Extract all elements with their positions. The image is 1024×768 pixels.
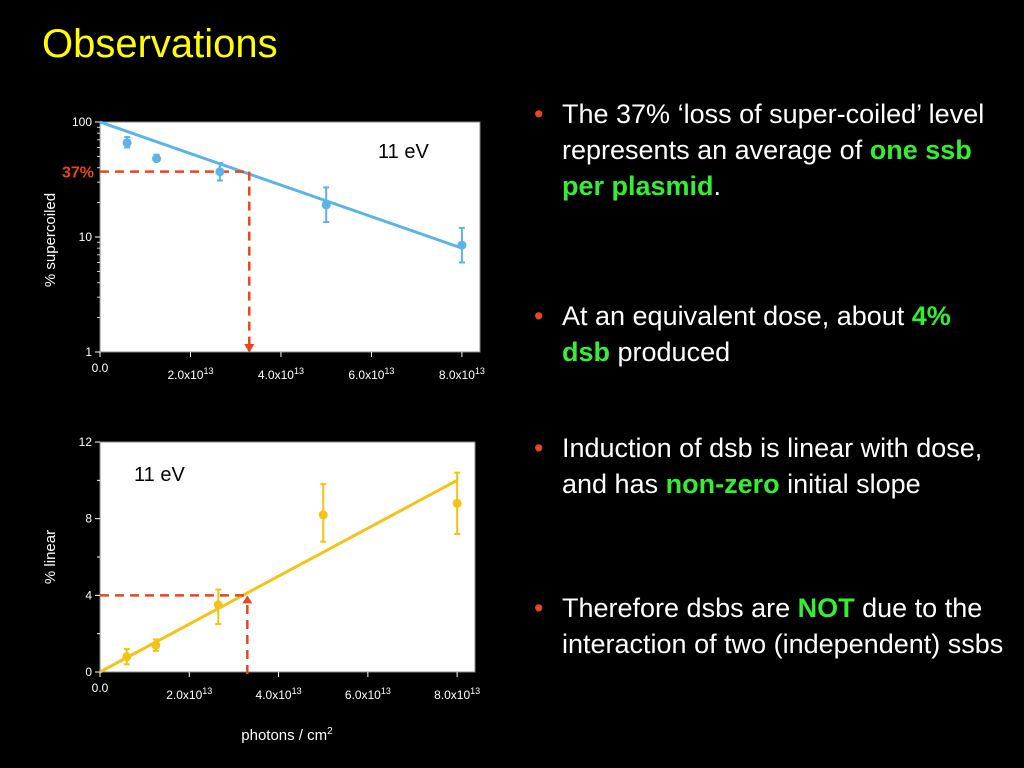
x-tick-label: 6.0x1013 — [345, 686, 391, 702]
bullet-item: • Therefore dsbs are NOT due to the inter… — [534, 590, 1004, 662]
plot-area — [99, 441, 476, 673]
data-point — [122, 138, 132, 148]
bullet-text-part: Therefore dsbs are — [562, 593, 798, 623]
y-tick-label: 100 — [72, 115, 92, 129]
bullet-dot-icon: • — [534, 99, 544, 129]
data-point — [122, 652, 132, 662]
fit-line — [99, 479, 458, 674]
energy-annotation: 11 eV — [378, 141, 429, 163]
x-tick-label: 8.0x1013 — [439, 366, 485, 382]
x-tick-exponent: 13 — [202, 686, 212, 696]
fit-line — [99, 120, 463, 250]
x-tick-label: 0.0 — [92, 681, 109, 695]
data-point — [457, 240, 467, 250]
bullet-text-part: Induction of dsb is linear with dose, an… — [562, 433, 983, 499]
bullet-item: • The 37% ‘loss of super-coiled’ level re… — [534, 96, 1004, 204]
data-point — [318, 510, 328, 520]
x-tick-exponent: 13 — [292, 686, 302, 696]
data-point — [321, 200, 331, 210]
y-axis-label: % linear — [42, 530, 59, 584]
bullet-item: • At an equivalent dose, about 4% dsb pro… — [534, 298, 1004, 370]
bullet-text-part: due to the interaction of two (independe… — [562, 593, 1004, 659]
y-tick-label: 1 — [85, 345, 92, 359]
x-tick-exponent: 13 — [470, 686, 480, 696]
highlight-text: NOT — [797, 593, 855, 623]
bullet-text: Induction of dsb is linear with dose, an… — [562, 433, 982, 499]
x-tick-label: 8.0x1013 — [434, 686, 480, 702]
bullet-text-part: produced — [610, 337, 731, 367]
slide-title: Observations — [42, 22, 278, 66]
bullet-text-part: . — [713, 171, 722, 201]
y-tick-label: 12 — [79, 435, 93, 449]
x-tick-label: 4.0x1013 — [256, 686, 302, 702]
bullet-text: The 37% ‘loss of super-coiled’ level rep… — [562, 99, 984, 201]
x-tick-label: 2.0x1013 — [166, 686, 212, 702]
data-point — [215, 167, 225, 177]
bullet-text-part: At an equivalent dose, about — [562, 301, 912, 331]
x-tick-exponent: 13 — [203, 366, 213, 376]
x-tick-exponent: 13 — [294, 366, 304, 376]
y-tick-label: 8 — [85, 512, 92, 526]
threshold-label: 37% — [62, 165, 94, 182]
highlight-text: non-zero — [665, 469, 780, 499]
guide-arrow-icon — [242, 595, 253, 604]
highlight-text: 4% dsb — [562, 301, 951, 367]
x-tick-exponent: 13 — [381, 686, 391, 696]
x-axis-label: photons / cm2 — [241, 726, 333, 744]
bullet-text: Therefore dsbs are NOT due to the intera… — [562, 593, 1003, 659]
bullet-dot-icon: • — [534, 593, 544, 623]
supercoiled-chart: 100 10 10.0 2.0x1013 4.0x1013 6.0x1013 8.0x101… — [42, 115, 485, 382]
data-point — [151, 640, 161, 650]
bullet-text: At an equivalent dose, about 4% dsb prod… — [562, 301, 951, 367]
data-point — [152, 154, 162, 164]
energy-annotation: 11 eV — [134, 464, 185, 486]
x-axis-label-exponent: 2 — [327, 726, 333, 737]
bullet-item: • Induction of dsb is linear with dose, a… — [534, 430, 1004, 502]
bullet-dot-icon: • — [534, 433, 544, 463]
x-tick-label: 0.0 — [92, 361, 109, 375]
x-tick-label: 6.0x1013 — [348, 366, 394, 382]
y-axis-label: % supercoiled — [42, 193, 59, 287]
x-tick-exponent: 13 — [475, 366, 485, 376]
x-tick-exponent: 13 — [384, 366, 394, 376]
data-point — [213, 600, 223, 610]
highlight-text: one ssb per plasmid — [562, 135, 972, 201]
y-tick-label: 0 — [85, 665, 92, 679]
guide-arrow-icon — [244, 344, 255, 353]
bullet-text-part: initial slope — [779, 469, 921, 499]
bullet-dot-icon: • — [534, 301, 544, 331]
y-tick-label: 10 — [79, 230, 93, 244]
x-tick-label: 4.0x1013 — [258, 366, 304, 382]
x-tick-label: 2.0x1013 — [167, 366, 213, 382]
plot-area — [99, 121, 481, 353]
y-tick-label: 4 — [85, 588, 92, 602]
data-point — [452, 498, 462, 508]
bullet-text-part: The 37% ‘loss of super-coiled’ level rep… — [562, 99, 985, 165]
